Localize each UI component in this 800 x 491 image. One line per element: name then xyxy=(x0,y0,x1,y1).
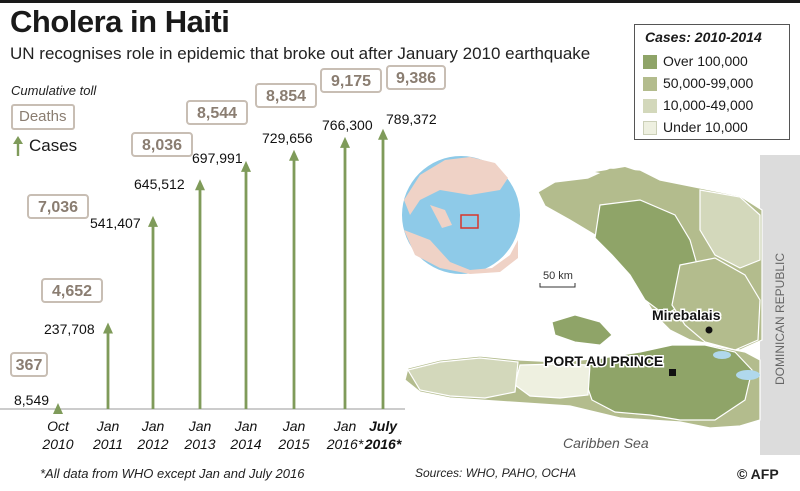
x-tick-label-month: Jan xyxy=(141,418,165,434)
city-label-mirebalais: Mirebalais xyxy=(652,307,721,323)
up-arrow-icon xyxy=(13,136,23,156)
top-rule xyxy=(0,0,800,3)
x-tick-label-year: 2013 xyxy=(183,436,215,452)
x-tick-label-year: 2014 xyxy=(229,436,261,452)
x-tick-label-year: 2012 xyxy=(136,436,168,452)
haiti-nippes-region xyxy=(514,363,591,399)
scale-bar xyxy=(539,283,576,288)
tortuga-island xyxy=(595,167,640,177)
city-label-port-au-prince: PORT AU PRINCE xyxy=(544,353,663,369)
case-arrow-shaft xyxy=(292,158,296,409)
death-value-box xyxy=(386,65,446,90)
death-value-label: 9,175 xyxy=(331,73,371,90)
death-value-box xyxy=(186,100,248,125)
x-tick-label-month: Jan xyxy=(333,418,357,434)
gonave-island xyxy=(551,314,613,346)
case-value-label: 697,991 xyxy=(192,150,243,166)
lake xyxy=(713,351,731,359)
cases-legend-label: Cases xyxy=(29,136,78,155)
case-arrow-head xyxy=(378,128,388,140)
case-arrow-head xyxy=(53,402,63,414)
death-value-box xyxy=(10,352,48,377)
page-subtitle: UN recognises role in epidemic that brok… xyxy=(10,44,591,63)
x-tick-label-month: Jan xyxy=(188,418,212,434)
death-value-label: 9,386 xyxy=(396,70,436,87)
death-value-box xyxy=(131,132,193,157)
case-arrow-shaft xyxy=(381,137,385,409)
death-value-label: 8,544 xyxy=(197,105,237,122)
map-legend-label: 50,000-99,000 xyxy=(663,75,754,91)
case-value-label: 729,656 xyxy=(262,130,313,146)
legend-swatch xyxy=(643,77,657,91)
case-value-label: 645,512 xyxy=(134,176,185,192)
x-tick-label-year: 2016* xyxy=(326,436,364,452)
case-arrow-head xyxy=(340,136,350,148)
dominican-republic-area xyxy=(760,155,800,455)
haiti-map: 50 km Mirebalais PORT AU PRINCE Caribben… xyxy=(402,155,800,455)
scale-label: 50 km xyxy=(543,270,573,282)
case-arrow-head xyxy=(103,322,113,334)
x-tick-label-year: 2010 xyxy=(41,436,73,452)
map-legend: Cases: 2010-2014 Over 100,000 50,000-99,… xyxy=(634,24,790,140)
footnote: *All data from WHO except Jan and July 2… xyxy=(40,466,305,481)
map-legend-label: Under 10,000 xyxy=(663,119,748,135)
locator-globe xyxy=(402,156,520,274)
case-arrow-head xyxy=(148,215,158,227)
map-legend-label: 10,000-49,000 xyxy=(663,97,754,113)
mirebalais-marker xyxy=(705,326,713,334)
legend-swatch xyxy=(643,55,657,69)
case-arrow-head xyxy=(195,179,205,191)
haiti-northeast-region xyxy=(699,189,761,269)
case-arrow-shaft xyxy=(198,188,202,409)
x-tick-label-year: 2011 xyxy=(92,436,123,452)
x-tick-label-year: 2015 xyxy=(277,436,309,452)
case-arrow-shaft xyxy=(151,224,155,409)
x-tick-label-month: July xyxy=(369,418,398,434)
haiti-southwest-region xyxy=(407,357,519,399)
death-value-label: 4,652 xyxy=(52,283,92,300)
death-value-label: 7,036 xyxy=(38,199,78,216)
x-tick-label-month: Jan xyxy=(282,418,306,434)
case-arrow-head xyxy=(289,149,299,161)
dominican-republic-label: DOMINICAN REPUBLIC xyxy=(773,253,787,385)
case-value-label: 766,300 xyxy=(322,117,373,133)
deaths-legend: Deaths xyxy=(11,104,75,130)
lake xyxy=(736,370,760,380)
legend-swatch xyxy=(643,99,657,113)
map-legend-label: Over 100,000 xyxy=(663,53,748,69)
death-value-box xyxy=(255,83,317,108)
death-value-label: 8,854 xyxy=(266,88,306,105)
case-arrow-head xyxy=(241,160,251,172)
death-value-box xyxy=(320,68,382,93)
page-title: Cholera in Haiti xyxy=(10,4,230,39)
map-legend-title: Cases: 2010-2014 xyxy=(645,29,762,45)
case-arrow-shaft xyxy=(106,331,110,409)
death-value-box xyxy=(27,194,89,219)
death-value-label: 8,036 xyxy=(142,137,182,154)
haiti-west-region xyxy=(584,344,753,421)
chart-layer: 8,549 237,708 541,407 645,512 697,991 729,656… xyxy=(0,65,446,452)
case-value-label: 237,708 xyxy=(44,321,95,337)
death-value-label: 367 xyxy=(16,357,43,374)
port-au-prince-marker xyxy=(669,369,676,376)
case-arrow-shaft xyxy=(244,169,248,409)
sea-label: Caribben Sea xyxy=(563,435,649,451)
x-tick-label-month: Oct xyxy=(47,418,70,434)
x-tick-label-year: 2016* xyxy=(364,436,402,452)
case-value-label: 789,372 xyxy=(386,111,437,127)
legend-swatch xyxy=(643,121,657,135)
afp-credit: © AFP xyxy=(737,466,779,482)
x-tick-label-month: Jan xyxy=(96,418,120,434)
haiti-centre-region xyxy=(671,257,761,351)
x-tick-label-month: Jan xyxy=(234,418,258,434)
case-arrow-shaft xyxy=(343,145,347,409)
case-value-label: 8,549 xyxy=(14,392,49,408)
case-value-label: 541,407 xyxy=(90,215,141,231)
chart-caption: Cumulative toll xyxy=(11,83,97,98)
sources: Sources: WHO, PAHO, OCHA xyxy=(415,466,577,480)
death-value-box xyxy=(41,278,103,303)
